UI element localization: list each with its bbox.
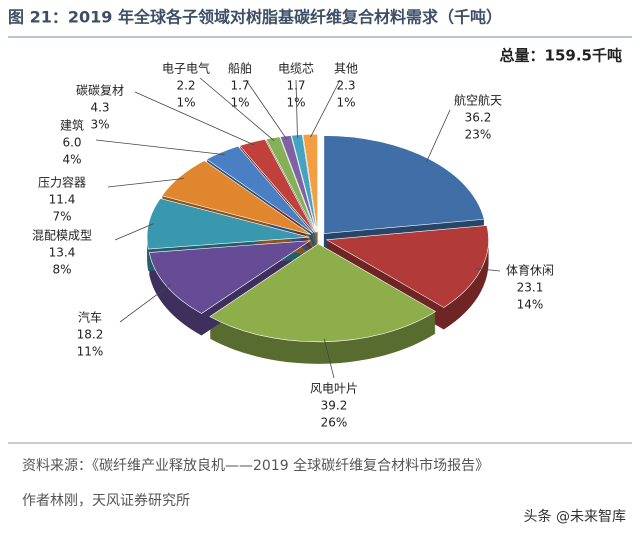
slice-value: 6.0 xyxy=(62,136,81,150)
leader-line xyxy=(426,109,451,162)
slice-share: 4% xyxy=(62,153,81,167)
slice-value: 4.3 xyxy=(90,101,109,115)
slice-name: 电缆芯 xyxy=(278,62,314,76)
slice-name: 电子电气 xyxy=(162,61,210,76)
chart-title: 图 21：2019 年全球各子领域对树脂基碳纤维复合材料需求（千吨） xyxy=(8,8,502,27)
slice-share: 1% xyxy=(286,96,305,110)
leader-line xyxy=(476,268,501,272)
leader-line xyxy=(295,79,298,138)
total-label: 总量：159.5千吨 xyxy=(500,47,622,65)
slice-name: 建筑 xyxy=(60,118,84,133)
slice-name: 碳碳复材 xyxy=(76,84,124,98)
slice-value: 39.2 xyxy=(321,399,348,413)
slice xyxy=(291,134,318,233)
author: 作者林刚，天风证券研究所 xyxy=(22,493,190,509)
slice-value: 18.2 xyxy=(77,328,104,342)
slice-value: 23.1 xyxy=(517,281,544,295)
leader-line xyxy=(107,178,184,188)
slice xyxy=(146,198,310,250)
leader-line xyxy=(310,79,341,138)
leader-line xyxy=(114,223,154,241)
slice xyxy=(302,133,318,233)
slice xyxy=(323,135,485,234)
leader-line xyxy=(119,284,171,323)
slice-share: 14% xyxy=(517,298,544,312)
leader-line xyxy=(323,338,335,379)
slice-share: 26% xyxy=(321,416,348,430)
slice-value: 2.3 xyxy=(336,79,355,93)
slice xyxy=(239,138,315,233)
slice-name: 汽车 xyxy=(78,310,102,325)
slice-share: 11% xyxy=(77,345,104,359)
slice-share: 1% xyxy=(176,96,195,110)
slice-value: 1.7 xyxy=(230,79,249,93)
slice-share: 23% xyxy=(465,128,492,142)
slice-name: 航空航天 xyxy=(454,93,502,108)
slice xyxy=(209,243,437,343)
slice-name: 风电叶片 xyxy=(310,382,358,396)
slice-share: 3% xyxy=(90,118,109,132)
source: 资料来源：《碳纤维产业释放良机——2019 全球碳纤维复合材料市场报告》 xyxy=(22,457,489,474)
slice-share: 1% xyxy=(336,96,355,110)
slice-value: 2.2 xyxy=(176,79,195,93)
slice xyxy=(279,135,317,233)
slice xyxy=(325,225,489,308)
slice-name: 混配模成型 xyxy=(32,229,92,243)
slice-name: 体育休闲 xyxy=(506,263,554,278)
slice-share: 8% xyxy=(52,263,71,277)
leader-line xyxy=(95,139,225,156)
slice-share: 1% xyxy=(230,96,249,110)
slice xyxy=(161,160,311,235)
slice-name: 压力容器 xyxy=(38,175,86,190)
slice xyxy=(148,240,312,314)
watermark: 头条 @未来智库 xyxy=(524,508,626,525)
slice-name: 船舶 xyxy=(228,61,252,76)
slice-value: 11.4 xyxy=(49,193,76,207)
leader-line xyxy=(134,91,255,146)
slice-value: 36.2 xyxy=(465,111,492,125)
slice xyxy=(265,136,316,233)
slice-value: 13.4 xyxy=(49,246,76,260)
slice-value: 1.7 xyxy=(286,79,305,93)
slice-share: 7% xyxy=(52,210,71,224)
leader-line xyxy=(245,79,287,140)
slice xyxy=(206,145,314,234)
slice-name: 其他 xyxy=(334,62,358,76)
leader-line xyxy=(199,77,275,141)
